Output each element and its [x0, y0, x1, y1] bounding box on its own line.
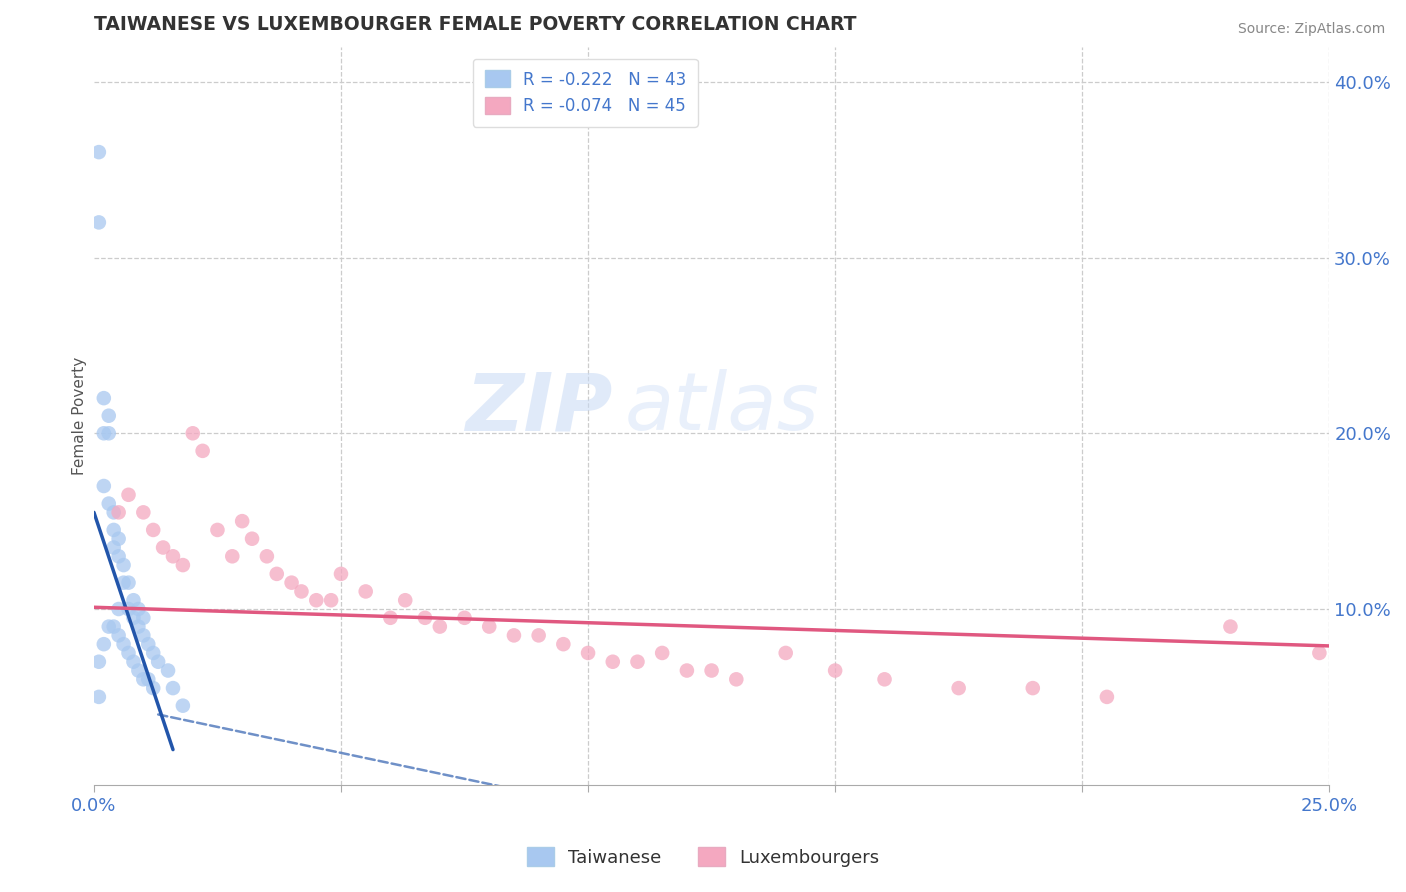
Point	[1095, 690, 1118, 704]
Point	[221, 549, 243, 564]
Point	[240, 532, 263, 546]
Point	[132, 611, 155, 625]
Point	[107, 549, 129, 564]
Point	[824, 664, 846, 678]
Point	[162, 549, 184, 564]
Point	[117, 575, 139, 590]
Point	[676, 664, 699, 678]
Point	[873, 673, 896, 687]
Point	[132, 673, 155, 687]
Point	[157, 664, 180, 678]
Point	[142, 681, 165, 695]
Point	[93, 479, 115, 493]
Point	[97, 426, 120, 441]
Point	[280, 575, 302, 590]
Point	[127, 619, 149, 633]
Text: Source: ZipAtlas.com: Source: ZipAtlas.com	[1237, 22, 1385, 37]
Point	[107, 628, 129, 642]
Point	[132, 628, 155, 642]
Point	[97, 409, 120, 423]
Point	[1219, 619, 1241, 633]
Point	[142, 646, 165, 660]
Point	[256, 549, 278, 564]
Point	[103, 541, 125, 555]
Point	[162, 681, 184, 695]
Point	[132, 505, 155, 519]
Point	[103, 619, 125, 633]
Point	[191, 443, 214, 458]
Point	[152, 541, 174, 555]
Point	[117, 488, 139, 502]
Point	[112, 637, 135, 651]
Point	[266, 566, 288, 581]
Point	[107, 602, 129, 616]
Point	[107, 532, 129, 546]
Point	[122, 655, 145, 669]
Point	[305, 593, 328, 607]
Point	[651, 646, 673, 660]
Point	[93, 426, 115, 441]
Point	[380, 611, 402, 625]
Point	[97, 619, 120, 633]
Point	[429, 619, 451, 633]
Point	[172, 558, 194, 573]
Point	[87, 145, 110, 160]
Point	[112, 575, 135, 590]
Point	[93, 637, 115, 651]
Point	[136, 673, 159, 687]
Point	[553, 637, 575, 651]
Legend: R = -0.222   N = 43, R = -0.074   N = 45: R = -0.222 N = 43, R = -0.074 N = 45	[472, 59, 697, 127]
Point	[1308, 646, 1330, 660]
Point	[948, 681, 970, 695]
Point	[87, 690, 110, 704]
Point	[576, 646, 599, 660]
Point	[290, 584, 312, 599]
Point	[103, 505, 125, 519]
Point	[103, 523, 125, 537]
Point	[172, 698, 194, 713]
Point	[503, 628, 526, 642]
Point	[354, 584, 377, 599]
Text: atlas: atlas	[626, 369, 820, 447]
Point	[413, 611, 436, 625]
Point	[394, 593, 416, 607]
Point	[181, 426, 204, 441]
Point	[87, 655, 110, 669]
Point	[97, 497, 120, 511]
Point	[117, 602, 139, 616]
Point	[478, 619, 501, 633]
Point	[87, 215, 110, 229]
Point	[626, 655, 648, 669]
Legend: Taiwanese, Luxembourgers: Taiwanese, Luxembourgers	[519, 840, 887, 874]
Point	[330, 566, 353, 581]
Point	[527, 628, 550, 642]
Point	[1022, 681, 1045, 695]
Point	[93, 391, 115, 405]
Point	[117, 646, 139, 660]
Text: ZIP: ZIP	[465, 369, 613, 447]
Y-axis label: Female Poverty: Female Poverty	[72, 357, 87, 475]
Point	[142, 523, 165, 537]
Point	[602, 655, 624, 669]
Point	[207, 523, 229, 537]
Point	[127, 664, 149, 678]
Point	[453, 611, 475, 625]
Point	[231, 514, 253, 528]
Point	[725, 673, 748, 687]
Point	[107, 505, 129, 519]
Point	[122, 611, 145, 625]
Text: TAIWANESE VS LUXEMBOURGER FEMALE POVERTY CORRELATION CHART: TAIWANESE VS LUXEMBOURGER FEMALE POVERTY…	[94, 15, 856, 34]
Point	[700, 664, 723, 678]
Point	[122, 593, 145, 607]
Point	[146, 655, 169, 669]
Point	[136, 637, 159, 651]
Point	[127, 602, 149, 616]
Point	[319, 593, 342, 607]
Point	[775, 646, 797, 660]
Point	[112, 558, 135, 573]
